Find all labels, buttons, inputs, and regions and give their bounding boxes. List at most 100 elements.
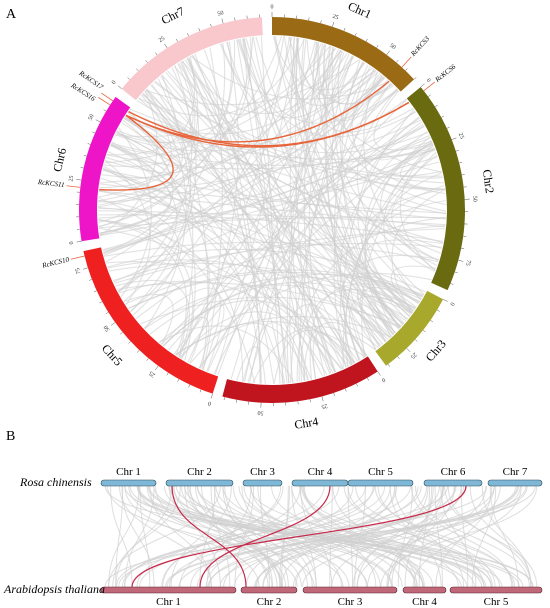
- tick-mark: [234, 17, 236, 21]
- synteny-link: [111, 142, 435, 166]
- gene-marker: [401, 56, 412, 68]
- synteny-link: [136, 485, 325, 588]
- tick-mark: [235, 399, 237, 403]
- tick-mark: [164, 43, 168, 49]
- synteny-link: [460, 485, 469, 588]
- synteny-link: [295, 37, 376, 96]
- synteny-link: [115, 45, 331, 138]
- tick-mark: [117, 85, 122, 90]
- bottom-chromosome-label: Chr 3: [338, 596, 363, 608]
- tick-label: 75: [464, 259, 471, 266]
- synteny-link: [373, 90, 434, 151]
- gene-label: RcKCS10: [41, 255, 71, 270]
- synteny-link: [281, 304, 368, 384]
- tick-mark: [333, 392, 335, 396]
- tick-mark: [455, 150, 459, 152]
- synteny-link: [143, 287, 221, 370]
- tick-mark: [414, 339, 418, 342]
- tick-mark: [210, 393, 213, 399]
- synteny-link: [118, 49, 342, 293]
- synteny-link: [123, 294, 174, 345]
- tick-mark: [422, 329, 426, 333]
- chromosome-label-chr3: Chr3: [423, 337, 449, 364]
- synteny-link: [322, 44, 425, 295]
- tick-label: 0: [69, 241, 75, 245]
- highlight-link-layer: [99, 80, 410, 191]
- tick-mark: [430, 320, 434, 323]
- synteny-link: [141, 93, 444, 244]
- top-chromosome-bar: [423, 479, 483, 487]
- kcs-link: [99, 114, 174, 191]
- synteny-link: [351, 66, 443, 179]
- synteny-link: [116, 41, 232, 144]
- synteny-link: [306, 39, 394, 105]
- synteny-link: [112, 485, 181, 588]
- synteny-link: [247, 82, 392, 383]
- synteny-link: [173, 485, 302, 588]
- tick-label: 0: [271, 4, 274, 10]
- synteny-link: [115, 279, 190, 358]
- synteny-link: [124, 112, 186, 154]
- synteny-link: [347, 485, 354, 588]
- synteny-link: [115, 485, 375, 588]
- panel-b-chromosomes: Chr 1 Chr 2 Chr 3 Chr 4 Chr 5 Chr 6 Chr 7 Chr 1…: [100, 466, 543, 608]
- synteny-link: [325, 46, 365, 359]
- tick-mark: [386, 50, 390, 55]
- synteny-link: [380, 485, 538, 588]
- tick-label: 50: [388, 43, 396, 51]
- tick-mark: [93, 290, 97, 293]
- tick-mark: [176, 38, 178, 42]
- synteny-link: [99, 42, 322, 237]
- synteny-link: [260, 36, 281, 384]
- tick-mark: [320, 20, 322, 24]
- tick-mark: [332, 21, 335, 27]
- synteny-link: [219, 485, 519, 588]
- bottom-chromosome-bar: [240, 586, 298, 594]
- synteny-link: [123, 118, 416, 310]
- tick-mark: [76, 179, 82, 181]
- synteny-link: [99, 90, 158, 236]
- synteny-link: [165, 485, 527, 588]
- synteny-link: [342, 143, 434, 369]
- synteny-link: [414, 485, 530, 588]
- chromosome-label-chr7: Chr7: [159, 4, 187, 27]
- synteny-link: [110, 131, 178, 169]
- bottom-chromosome-bar: [402, 586, 447, 594]
- synteny-link: [300, 485, 459, 588]
- top-chromosome-bar: [100, 479, 157, 487]
- synteny-link: [104, 241, 439, 263]
- tick-label: 50: [471, 196, 477, 202]
- synteny-link: [380, 141, 438, 266]
- synteny-link: [165, 71, 419, 305]
- synteny-link: [118, 280, 328, 376]
- synteny-link: [387, 485, 455, 588]
- synteny-link: [224, 485, 289, 588]
- bottom-chromosome-label: Chr 5: [484, 596, 509, 608]
- synteny-link: [434, 485, 443, 588]
- tick-mark: [436, 309, 440, 312]
- synteny-link: [172, 485, 392, 588]
- tick-mark: [198, 28, 201, 32]
- tick-label: 0: [448, 301, 455, 306]
- top-chromosome-bar: [347, 479, 414, 487]
- tick-mark: [166, 372, 169, 376]
- tick-mark: [461, 174, 465, 176]
- synteny-link: [344, 79, 398, 134]
- tick-mark: [120, 332, 123, 335]
- synteny-link: [374, 485, 514, 588]
- synteny-link: [288, 36, 442, 173]
- synteny-link: [391, 189, 446, 314]
- bottom-species-label: Arabidopsis thaliana: [3, 582, 105, 596]
- synteny-link: [98, 227, 343, 370]
- bottom-chromosome-label: Chr 1: [156, 596, 181, 608]
- synteny-link: [356, 184, 445, 351]
- synteny-link: [158, 299, 352, 366]
- tick-mark: [83, 267, 88, 270]
- panel-b-red-links: [131, 485, 467, 588]
- synteny-link: [187, 41, 239, 363]
- synteny-link: [104, 485, 520, 588]
- synteny-link: [178, 62, 367, 357]
- synteny-link: [378, 296, 413, 328]
- tick-mark: [451, 137, 457, 140]
- tick-mark: [92, 131, 96, 134]
